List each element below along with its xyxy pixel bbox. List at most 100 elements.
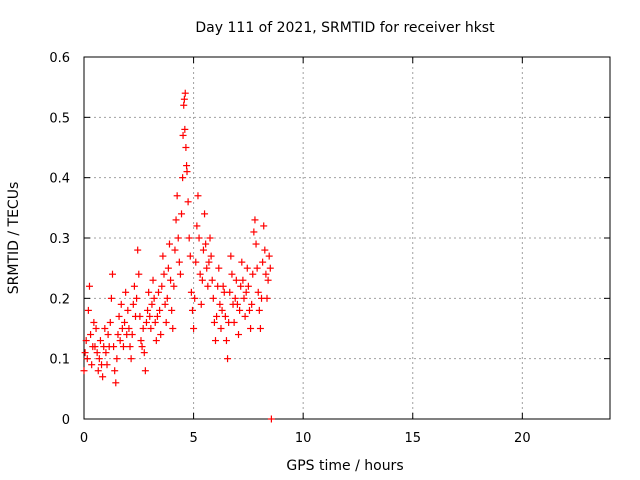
data-point <box>157 331 165 339</box>
data-point <box>227 252 235 260</box>
data-point <box>207 252 215 260</box>
data-point <box>183 168 191 176</box>
data-point <box>199 246 207 254</box>
data-point <box>190 325 198 332</box>
data-point <box>205 258 213 266</box>
data-point <box>161 300 169 308</box>
data-point <box>164 264 172 272</box>
data-point <box>240 294 248 302</box>
data-point <box>134 246 142 254</box>
data-point <box>118 325 126 332</box>
y-tick-label: 0.6 <box>49 51 70 66</box>
data-point <box>179 174 187 182</box>
data-point <box>209 294 217 302</box>
data-point <box>115 312 123 320</box>
data-point <box>168 306 176 314</box>
data-point <box>248 300 256 308</box>
x-tick-label: 5 <box>189 431 197 446</box>
data-point <box>251 216 259 224</box>
x-axis-label: GPS time / hours <box>286 458 403 474</box>
data-point <box>165 240 173 248</box>
data-point <box>90 318 98 326</box>
x-tick-label: 0 <box>80 431 88 446</box>
data-point <box>180 95 188 103</box>
data-point <box>172 216 180 224</box>
data-point <box>230 318 238 326</box>
data-point <box>127 355 135 363</box>
data-point <box>169 325 177 332</box>
data-point <box>181 89 189 97</box>
data-point <box>85 282 93 290</box>
data-point <box>228 270 236 278</box>
data-point <box>83 355 91 363</box>
data-point <box>135 270 143 278</box>
data-point <box>110 343 118 351</box>
data-point <box>152 337 160 345</box>
data-point <box>124 306 132 314</box>
data-point <box>236 306 244 314</box>
data-point <box>193 222 201 230</box>
data-point <box>141 367 149 375</box>
data-point <box>84 306 92 314</box>
y-tick-label: 0.3 <box>49 232 70 247</box>
data-point <box>194 192 202 200</box>
data-point <box>260 222 268 230</box>
data-point <box>103 361 111 369</box>
data-point <box>201 210 209 218</box>
y-tick-label: 0.1 <box>49 353 70 368</box>
data-point <box>114 331 122 339</box>
data-point <box>150 294 158 302</box>
data-points <box>80 89 275 423</box>
data-point <box>82 337 90 345</box>
data-point <box>173 192 181 200</box>
data-point <box>202 240 210 248</box>
data-point <box>219 282 227 290</box>
data-point <box>191 294 199 302</box>
data-point <box>146 312 154 320</box>
data-point <box>92 325 100 332</box>
data-point <box>107 294 115 302</box>
data-point <box>128 331 136 339</box>
data-point <box>254 288 262 296</box>
y-tick-label: 0.2 <box>49 292 70 307</box>
data-point <box>170 282 178 290</box>
data-point <box>204 282 212 290</box>
plot-frame <box>83 56 611 420</box>
data-point <box>261 246 269 254</box>
data-point <box>113 355 121 363</box>
data-point <box>262 270 270 278</box>
data-point <box>178 210 186 218</box>
data-point <box>80 367 88 375</box>
data-point <box>138 343 146 351</box>
data-point <box>213 312 221 320</box>
data-point <box>235 331 243 339</box>
data-point <box>142 318 150 326</box>
data-point <box>256 325 264 332</box>
data-point <box>197 300 205 308</box>
data-point <box>184 198 192 206</box>
data-point <box>216 300 224 308</box>
data-point <box>88 361 96 369</box>
data-point <box>210 318 218 326</box>
data-point <box>182 144 190 151</box>
data-point <box>140 349 148 357</box>
data-point <box>93 349 101 357</box>
data-point <box>176 270 184 278</box>
y-axis-label: SRMTID / TECUs <box>6 182 22 295</box>
data-point <box>231 294 239 302</box>
data-point <box>222 337 230 345</box>
data-point <box>91 343 99 351</box>
data-point <box>206 234 214 242</box>
data-point <box>239 276 247 284</box>
data-point <box>215 264 223 272</box>
data-point <box>221 312 229 320</box>
data-point <box>81 349 89 357</box>
data-point <box>94 367 102 375</box>
data-point <box>181 125 189 133</box>
data-point <box>156 306 164 314</box>
data-point <box>158 282 166 290</box>
data-point <box>163 294 171 302</box>
chart-title: Day 111 of 2021, SRMTID for receiver hks… <box>195 20 495 36</box>
data-point <box>87 331 95 339</box>
